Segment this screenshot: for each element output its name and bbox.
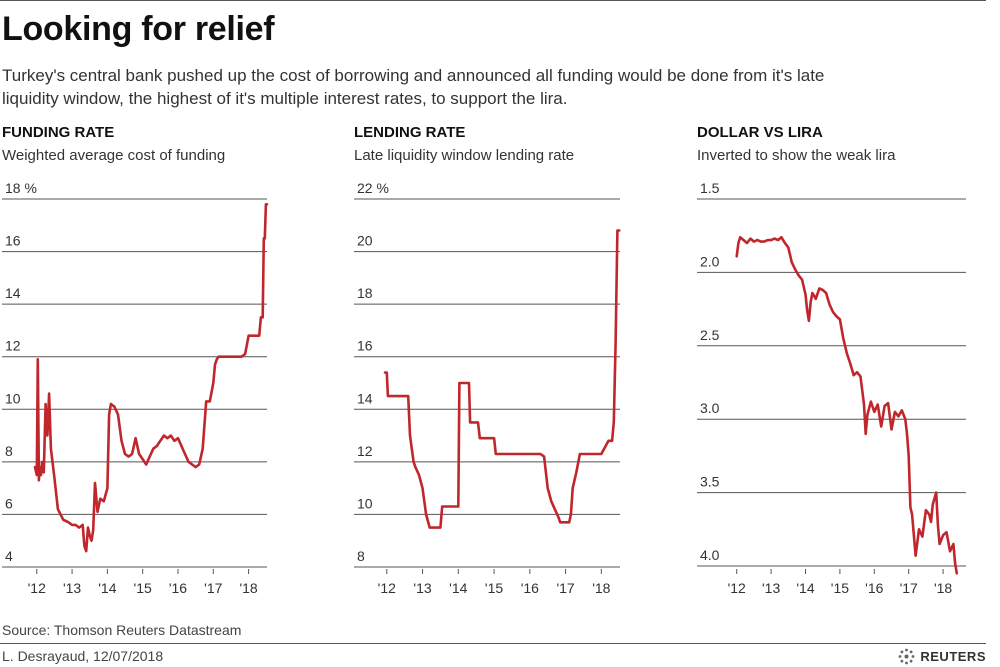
dollar-lira-y-tick-label: 3.5 bbox=[700, 474, 720, 490]
reuters-dots-icon bbox=[898, 648, 915, 664]
dollar-lira-x-tick-label: '13 bbox=[762, 580, 780, 596]
dollar-lira-series-line bbox=[735, 235, 959, 575]
lending-x-tick-label: '14 bbox=[449, 580, 467, 596]
funding-x-tick-label: '18 bbox=[239, 580, 257, 596]
funding-x-tick-label: '17 bbox=[204, 580, 222, 596]
dollar-lira-y-tick-label: 1.5 bbox=[700, 180, 720, 196]
panel-title-funding: FUNDING RATE bbox=[2, 124, 115, 141]
dollar-lira-x-tick-label: '12 bbox=[728, 580, 746, 596]
funding-y-tick-label: 14 bbox=[5, 285, 21, 301]
bottom-rule bbox=[0, 643, 986, 644]
panel-title-dollar-lira: DOLLAR VS LIRA bbox=[697, 124, 823, 141]
source-note: Source: Thomson Reuters Datastream bbox=[2, 622, 242, 638]
funding-x-tick-label: '13 bbox=[63, 580, 81, 596]
funding-x-tick-label: '16 bbox=[169, 580, 187, 596]
lending-x-tick-label: '15 bbox=[485, 580, 503, 596]
dollar-lira-x-tick-label: '18 bbox=[934, 580, 952, 596]
dollar-lira-x-tick-label: '14 bbox=[796, 580, 814, 596]
panel-title-lending: LENDING RATE bbox=[354, 124, 466, 141]
lending-y-tick-label: 10 bbox=[357, 495, 373, 511]
reuters-logo-text: REUTERS bbox=[920, 648, 986, 664]
lending-x-tick-label: '17 bbox=[556, 580, 574, 596]
lending-y-tick-label: 20 bbox=[357, 233, 373, 249]
dollar-lira-y-tick-label: 3.0 bbox=[700, 400, 720, 416]
funding-y-tick-label: 16 bbox=[5, 233, 21, 249]
lending-x-tick-label: '16 bbox=[521, 580, 539, 596]
panel-subtitle-dollar-lira: Inverted to show the weak lira bbox=[697, 147, 896, 164]
lending-x-tick-label: '12 bbox=[378, 580, 396, 596]
panel-subtitle-funding: Weighted average cost of funding bbox=[2, 147, 226, 164]
funding-x-tick-label: '14 bbox=[98, 580, 116, 596]
lending-y-tick-label: 12 bbox=[357, 443, 373, 459]
chart-title: Looking for relief bbox=[2, 10, 275, 48]
funding-y-tick-label: 6 bbox=[5, 495, 13, 511]
lending-y-tick-label: 8 bbox=[357, 548, 365, 564]
panel-subtitle-lending: Late liquidity window lending rate bbox=[354, 147, 575, 164]
lending-y-tick-label: 16 bbox=[357, 338, 373, 354]
chart-subtitle: Turkey's central bank pushed up the cost… bbox=[2, 66, 825, 108]
lending-y-tick-label: 22 % bbox=[357, 180, 389, 196]
top-rule bbox=[0, 0, 986, 1]
funding-y-tick-label: 10 bbox=[5, 390, 21, 406]
funding-series-line bbox=[33, 203, 269, 553]
funding-y-tick-label: 4 bbox=[5, 548, 13, 564]
funding-x-tick-label: '15 bbox=[134, 580, 152, 596]
reuters-logo: REUTERS bbox=[898, 647, 986, 665]
funding-y-tick-label: 12 bbox=[5, 338, 21, 354]
dollar-lira-x-tick-label: '15 bbox=[831, 580, 849, 596]
dollar-lira-y-tick-label: 4.0 bbox=[700, 547, 720, 563]
funding-x-tick-label: '12 bbox=[28, 580, 46, 596]
lending-y-tick-label: 14 bbox=[357, 390, 373, 406]
dollar-lira-y-tick-label: 2.5 bbox=[700, 327, 720, 343]
dollar-lira-x-tick-label: '16 bbox=[865, 580, 883, 596]
lending-y-tick-label: 18 bbox=[357, 285, 373, 301]
lending-x-tick-label: '18 bbox=[592, 580, 610, 596]
dollar-lira-y-tick-label: 2.0 bbox=[700, 253, 720, 269]
lending-series-line bbox=[383, 229, 621, 529]
funding-y-tick-label: 8 bbox=[5, 443, 13, 459]
lending-x-tick-label: '13 bbox=[413, 580, 431, 596]
dollar-lira-x-tick-label: '17 bbox=[900, 580, 918, 596]
funding-y-tick-label: 18 % bbox=[5, 180, 37, 196]
credit-note: L. Desrayaud, 12/07/2018 bbox=[2, 648, 164, 664]
